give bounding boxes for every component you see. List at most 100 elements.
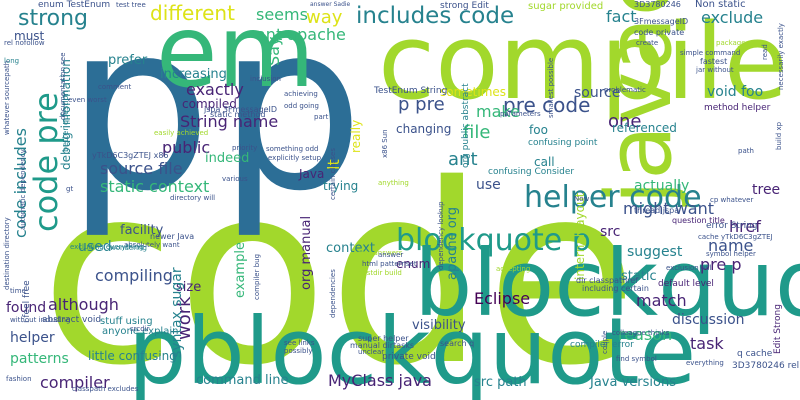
word: task (690, 334, 724, 353)
word: syntax sugar (169, 267, 185, 358)
word: make (476, 102, 520, 121)
word: fashion (6, 375, 32, 383)
word: href (729, 217, 761, 236)
word: exclusion (666, 264, 699, 272)
word: error String (706, 221, 758, 231)
word: html patternset (362, 260, 417, 268)
word: void foo (707, 84, 764, 100)
word: yTkD6C3gZTEJ x86 (92, 151, 169, 160)
word: problematic (604, 86, 646, 94)
word: tree (752, 182, 781, 198)
word: helper code (524, 180, 702, 215)
word: answer Sadie (310, 1, 351, 8)
word: src (600, 224, 621, 240)
word: build xp (775, 121, 783, 150)
word: destination directory (3, 217, 11, 290)
word: compiler (40, 373, 110, 392)
word: helper (10, 330, 55, 346)
word: sugar provided (528, 1, 604, 12)
word: 3D3780246 (634, 0, 681, 9)
word: public (162, 138, 211, 157)
word: private void (382, 352, 436, 362)
word: answer (378, 251, 404, 259)
word: prefer (108, 53, 148, 68)
word: strong Edit (440, 1, 489, 11)
word: question title (672, 216, 725, 225)
word: Java versions (590, 375, 676, 390)
word: 3FmessageID (634, 17, 689, 26)
word: little confusing (88, 349, 177, 363)
word: different (150, 1, 235, 25)
word: fastest (700, 57, 728, 66)
word: MyClass java (328, 371, 432, 390)
word: see links (284, 339, 315, 347)
word: stuff using (100, 316, 153, 327)
word: discussion (672, 312, 745, 328)
word: Edit Strong (773, 304, 783, 354)
word: increasing (160, 67, 227, 82)
word: Non static (695, 0, 746, 10)
word: changing (396, 122, 452, 136)
word: colleague thinks (612, 329, 670, 337)
word: String name (180, 112, 279, 131)
word: pre p (700, 255, 742, 274)
word: actually (634, 178, 690, 194)
word: 3D3780246 rel (732, 361, 800, 371)
word: internal layout (573, 192, 587, 280)
word: static method (210, 110, 266, 119)
word: method helper (704, 103, 771, 113)
word: compiler bug (253, 253, 261, 300)
word: directory will (170, 194, 216, 202)
word: p pre (398, 94, 445, 115)
word: might want (623, 199, 714, 218)
word: q cache (737, 349, 773, 359)
word: em (156, 0, 315, 110)
word: code (40, 132, 639, 400)
word: comment (98, 83, 132, 91)
word: TestEnum String (374, 86, 448, 96)
word: cache yTkD6C3gZTEJ (698, 233, 773, 241)
word: super helper (358, 334, 409, 343)
word: automatic dependency (19, 149, 27, 230)
word: manual dirtasks (350, 341, 415, 350)
word: trying (323, 179, 359, 193)
word: compiling (95, 266, 173, 285)
word: exactly (186, 80, 244, 99)
word: static (621, 269, 657, 284)
word: confusing point (528, 138, 598, 148)
word: Now (574, 195, 590, 203)
word: even worst (68, 96, 107, 104)
word: dependency lookup (437, 201, 445, 270)
word: org public abstract (461, 83, 471, 168)
word: parameters (500, 110, 541, 118)
word: name (708, 236, 754, 255)
word: foo (529, 123, 548, 137)
word: blockquote p (396, 223, 591, 258)
word: way (306, 7, 343, 28)
word: path (738, 147, 754, 155)
word: anything (378, 179, 409, 187)
word: although (48, 295, 119, 314)
word: without including (10, 316, 71, 324)
word: absolutely want (124, 241, 180, 249)
word: sometimes (440, 85, 507, 99)
word: used (78, 239, 112, 255)
word: exclude (701, 8, 764, 27)
word: code pre (27, 92, 65, 232)
word: wondering (110, 244, 147, 252)
word: rel nofollow (4, 39, 45, 47)
word: enum (396, 257, 431, 271)
word: src path (474, 375, 527, 390)
word: find symbol (616, 355, 657, 363)
word: found (6, 300, 47, 316)
word: cp whatever (710, 196, 754, 204)
word: whatever sourcepath (3, 60, 11, 135)
word: symbol helper (706, 250, 756, 258)
word: classpath excludes (72, 385, 139, 393)
word: possibly (284, 347, 313, 355)
word: fact (606, 7, 637, 26)
word: ant apache (256, 25, 346, 44)
word: will (700, 264, 712, 272)
word: accepting (496, 265, 531, 273)
word: test tree (116, 1, 146, 9)
